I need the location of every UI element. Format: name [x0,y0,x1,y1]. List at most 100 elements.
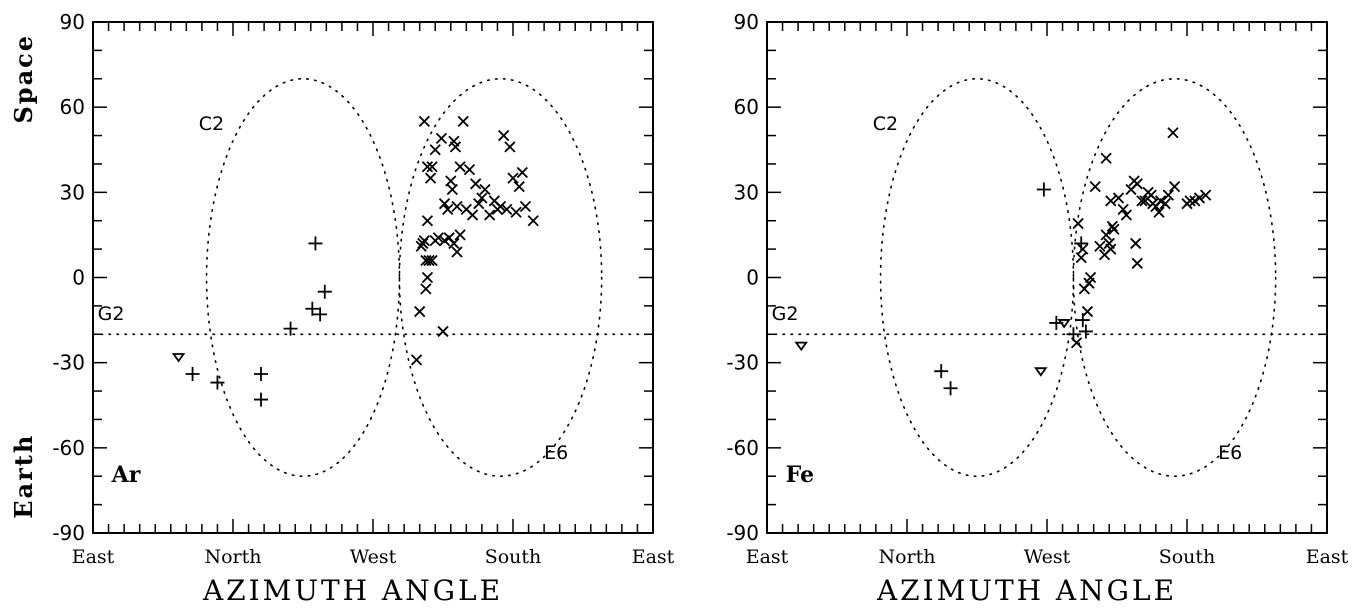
x-tick-label: South [1159,546,1216,568]
data-point-x [420,283,432,295]
data-point-triangle [1057,319,1071,329]
data-point-x [1084,271,1097,284]
region-c2 [205,77,401,478]
annotation-g2: G2 [98,303,125,325]
data-point-x [466,209,479,221]
region-e6 [1072,77,1277,478]
data-point-triangle [1034,367,1048,377]
data-point-x [418,115,430,127]
y-tick-label: -30 [726,351,759,375]
data-point-x [501,203,513,216]
data-point-plus [1074,236,1089,251]
data-point-x [527,215,539,227]
x-tick-label: East [1306,546,1349,568]
data-point-plus [308,236,323,251]
data-point-x [442,203,454,216]
data-point-x [484,209,496,221]
element-label: Ar [111,462,141,488]
data-point-x [1117,203,1129,216]
annotation-e6: E6 [1218,442,1242,464]
annotation-g2: G2 [772,303,799,325]
data-point-x [519,200,532,213]
plot-frame [766,21,1328,534]
data-point-plus [943,381,958,396]
data-point-x [1112,192,1125,204]
data-point-x [426,254,438,267]
data-point-x [421,271,434,284]
y-tick-label: -90 [726,521,759,545]
annotation-c2: C2 [873,113,898,135]
data-point-x [1153,206,1165,218]
x-tick-label: East [746,546,789,568]
data-point-x [1136,195,1148,207]
data-point-x [513,181,525,193]
data-point-x [438,198,451,210]
data-point-x [476,192,488,204]
data-point-x [1193,192,1206,204]
data-point-triangle [171,353,186,363]
y-tick-label: 30 [734,180,759,204]
y-tick-label: 0 [72,266,85,290]
data-point-x [421,215,434,227]
data-point-x [1168,181,1181,193]
data-point-x [507,172,519,184]
data-point-x [451,200,463,213]
data-point-x [470,178,482,190]
data-point-x [473,198,485,210]
data-point-x [1075,251,1087,264]
data-point-plus [1075,313,1090,328]
data-point-x [1131,178,1143,190]
data-point-plus [317,284,332,299]
data-point-x [491,203,504,216]
y-tick-label: -60 [52,436,85,460]
data-point-x [1162,189,1174,201]
data-point-x [1200,189,1212,201]
data-point-x [1159,198,1171,210]
data-point-x [1130,237,1142,250]
data-point-x [451,246,463,258]
y-tick-label: 90 [60,10,85,34]
x-axis-label: AZIMUTH ANGLE [202,574,503,607]
data-point-x [1072,217,1084,230]
data-point-x [410,354,423,366]
y-tick-label: -90 [52,521,85,545]
data-point-x [445,175,457,187]
data-point-x [1108,223,1120,235]
data-point-x [1089,181,1101,193]
data-point-x [504,141,516,153]
data-point-plus [1078,324,1093,339]
region-c2 [879,77,1075,478]
data-point-x [414,305,426,318]
data-point-x [510,206,522,218]
data-point-plus [1066,327,1081,342]
data-point-x [1184,195,1196,207]
y-tick-label: -60 [726,436,759,460]
x-tick-label: East [72,546,115,568]
data-point-x [454,229,466,241]
x-tick-label: East [632,546,675,568]
data-point-plus [210,375,225,390]
data-point-x [1105,243,1117,255]
data-point-x [423,254,435,267]
data-point-plus [185,367,200,382]
data-point-x [1077,243,1089,255]
data-point-plus [305,301,320,316]
data-point-x [415,240,427,252]
data-point-x [435,132,448,145]
y-axis-label-space: Space [9,34,38,124]
annotation-c2: C2 [199,113,224,135]
y-tick-label: 60 [60,95,85,119]
data-point-plus [934,364,949,379]
data-point-x [463,163,476,176]
data-point-x [429,144,441,156]
data-point-x [457,115,469,127]
data-point-triangle [794,341,808,352]
data-point-x [421,161,434,173]
data-point-plus [313,307,328,322]
y-tick-label: -30 [52,351,85,375]
x-tick-label: West [1024,546,1071,568]
data-point-plus [254,367,268,382]
